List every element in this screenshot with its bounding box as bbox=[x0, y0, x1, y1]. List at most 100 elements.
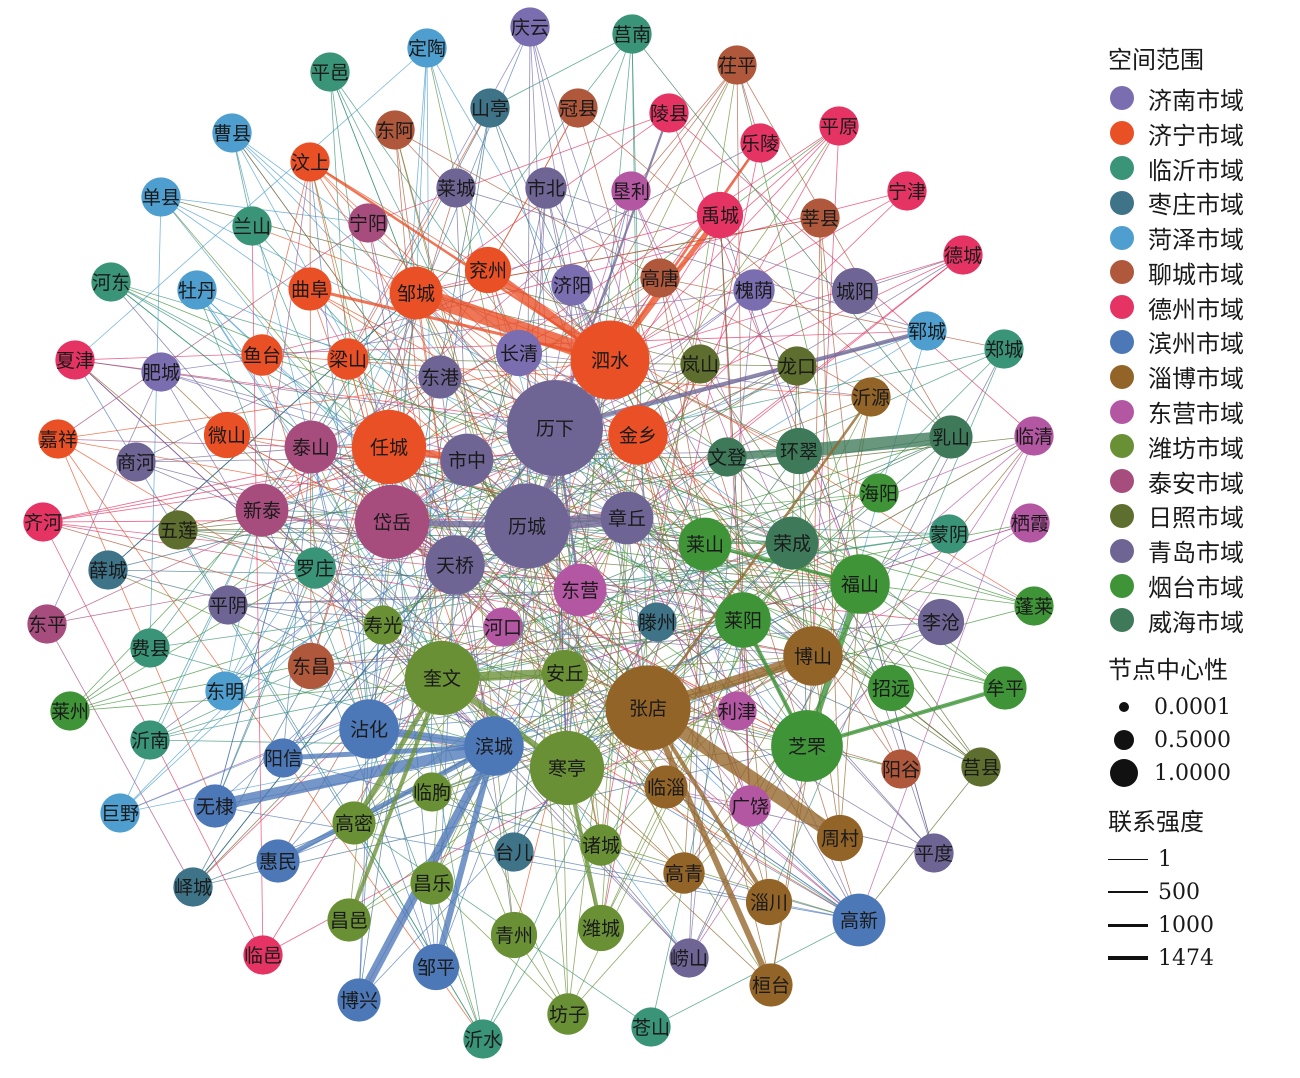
node-label: 临朐 bbox=[413, 782, 451, 804]
node-circle bbox=[1014, 416, 1054, 456]
node-label: 平原 bbox=[820, 116, 858, 138]
strength-item: 1000 bbox=[1108, 909, 1298, 942]
node-circle bbox=[600, 491, 654, 545]
region-legend-item: 青岛市域 bbox=[1108, 533, 1298, 568]
node-label: 夏津 bbox=[56, 350, 94, 372]
region-label: 滨州市域 bbox=[1148, 330, 1244, 359]
node-label: 东明 bbox=[206, 681, 244, 703]
node: 夏津 bbox=[55, 340, 95, 380]
node-circle bbox=[440, 433, 494, 487]
weak-link bbox=[631, 33, 952, 438]
node-circle bbox=[929, 415, 973, 459]
weak-link bbox=[394, 129, 443, 679]
node-label: 牡丹 bbox=[178, 280, 216, 302]
node-circle bbox=[819, 106, 859, 146]
weak-link bbox=[46, 371, 162, 625]
node-circle bbox=[412, 943, 460, 991]
region-legend-item: 菏泽市域 bbox=[1108, 220, 1298, 255]
node-circle bbox=[38, 419, 78, 459]
node: 岚山 bbox=[680, 344, 720, 384]
size-dot-small bbox=[1119, 702, 1129, 713]
node: 诸城 bbox=[580, 824, 622, 866]
weak-link bbox=[368, 655, 814, 730]
node-label: 邹城 bbox=[397, 283, 435, 305]
node-label: 章丘 bbox=[608, 508, 646, 530]
node-circle bbox=[173, 867, 213, 907]
node-label: 利津 bbox=[718, 701, 756, 723]
region-label: 东营市域 bbox=[1148, 400, 1244, 429]
node: 高唐 bbox=[640, 258, 680, 298]
weak-link bbox=[858, 435, 1035, 921]
node-label: 昌邑 bbox=[330, 910, 368, 932]
weak-link bbox=[812, 522, 1031, 657]
node-label: 长清 bbox=[500, 343, 538, 365]
node: 邹平 bbox=[412, 943, 460, 991]
node-label: 新泰 bbox=[243, 500, 281, 522]
node-label: 高密 bbox=[335, 813, 373, 835]
strong-link bbox=[645, 706, 774, 987]
node: 李沧 bbox=[917, 598, 965, 646]
node-label: 莒县 bbox=[962, 757, 1000, 779]
strong-link bbox=[282, 743, 495, 761]
node: 岱岳 bbox=[354, 484, 430, 560]
node-label: 阳谷 bbox=[882, 759, 920, 781]
node-circle bbox=[495, 329, 543, 377]
node-label: 巨野 bbox=[101, 803, 139, 825]
node-circle bbox=[348, 203, 388, 243]
node-label: 滨城 bbox=[475, 736, 513, 758]
weak-link bbox=[791, 542, 902, 770]
node-circle bbox=[851, 377, 891, 417]
node-circle bbox=[553, 563, 607, 617]
node: 市中 bbox=[440, 433, 494, 487]
node: 文登 bbox=[707, 437, 747, 477]
node: 陵县 bbox=[649, 93, 689, 133]
node: 沂源 bbox=[851, 377, 891, 417]
node-label: 昌乐 bbox=[413, 873, 451, 895]
region-legend-item: 德州市域 bbox=[1108, 290, 1298, 325]
node-circle bbox=[907, 311, 947, 351]
weak-link bbox=[224, 459, 468, 692]
node: 莒南 bbox=[612, 14, 652, 54]
region-legend-item: 泰安市域 bbox=[1108, 464, 1298, 499]
node: 沂南 bbox=[130, 720, 170, 760]
node-circle bbox=[339, 699, 399, 759]
node: 莱阳 bbox=[715, 592, 771, 648]
node-label: 临淄 bbox=[647, 777, 685, 799]
node-circle bbox=[943, 235, 983, 275]
node: 东港 bbox=[418, 355, 462, 399]
node-circle bbox=[608, 405, 668, 465]
node-circle bbox=[1010, 503, 1050, 543]
strength-line bbox=[1108, 956, 1148, 961]
node-label: 安丘 bbox=[546, 663, 584, 685]
node: 新泰 bbox=[235, 483, 289, 537]
node: 商河 bbox=[116, 442, 156, 482]
node-circle bbox=[354, 484, 430, 560]
region-legend-item: 济南市域 bbox=[1108, 81, 1298, 116]
node-label: 垦利 bbox=[612, 181, 650, 203]
node-label: 历下 bbox=[536, 418, 574, 440]
node-circle bbox=[141, 177, 181, 217]
node-circle bbox=[631, 1007, 671, 1047]
node-circle bbox=[644, 765, 688, 809]
weak-link bbox=[261, 161, 311, 511]
node: 乳山 bbox=[929, 415, 973, 459]
node-label: 莒南 bbox=[613, 24, 651, 46]
region-swatch bbox=[1110, 121, 1134, 146]
node-circle bbox=[203, 411, 251, 459]
node: 栖霞 bbox=[1010, 503, 1050, 543]
region-label: 聊城市域 bbox=[1148, 260, 1244, 289]
weak-link bbox=[57, 438, 312, 448]
weak-link bbox=[704, 543, 892, 689]
node-circle bbox=[130, 628, 170, 668]
region-legend-item: 东营市域 bbox=[1108, 394, 1298, 429]
node: 兰山 bbox=[232, 206, 272, 246]
region-label: 潍坊市域 bbox=[1148, 434, 1244, 463]
node: 长清 bbox=[495, 329, 543, 377]
node: 嘉祥 bbox=[38, 419, 78, 459]
weak-link bbox=[839, 583, 861, 839]
weak-link bbox=[736, 64, 744, 621]
node-label: 梁山 bbox=[329, 349, 367, 371]
weak-link bbox=[637, 434, 738, 712]
node-circle bbox=[470, 88, 510, 128]
weak-link bbox=[637, 434, 892, 689]
